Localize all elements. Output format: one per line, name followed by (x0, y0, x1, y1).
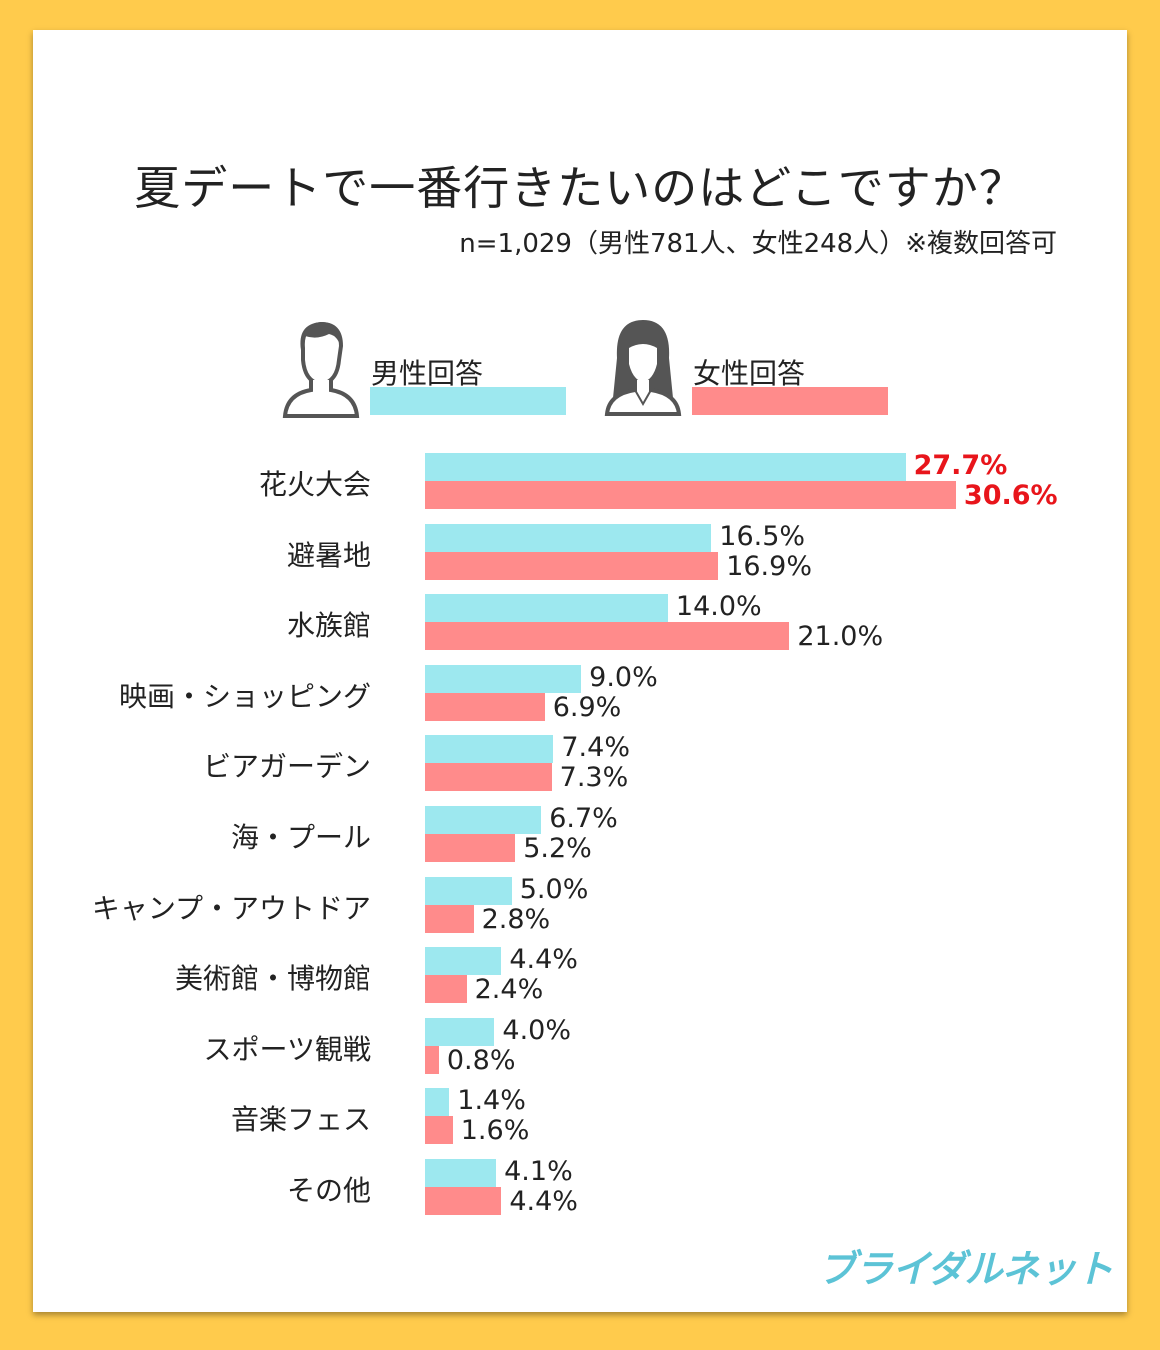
male-value-label: 4.4% (509, 944, 578, 976)
female-bar (425, 551, 719, 580)
male-bar (425, 876, 512, 905)
legend-male-label: 男性回答 (371, 357, 484, 390)
female-value-label: 16.9% (726, 550, 812, 582)
female-bar (425, 622, 790, 651)
male-value-label: 4.1% (504, 1156, 573, 1187)
chart-card: 夏デートで一番行きたいのはどこですか？ n=1,029（男性781人、女性248… (33, 30, 1127, 1312)
male-value-label: 6.7% (549, 803, 618, 834)
woman-avatar-icon (604, 320, 682, 416)
male-value-label: 5.0% (519, 873, 589, 905)
category-label: 避暑地 (286, 538, 371, 572)
male-bar (425, 594, 668, 623)
male-value-label: 14.0% (675, 591, 762, 623)
category-label: 映画・ショッピング (118, 679, 371, 713)
category-label: 海・プール (230, 821, 371, 854)
male-value-label: 16.5% (719, 520, 806, 552)
male-bar (425, 735, 554, 764)
category-label: 美術館・博物館 (174, 962, 371, 996)
male-value-label: 9.0% (589, 661, 658, 693)
female-value-label: 21.0% (797, 621, 884, 653)
female-value-label: 5.2% (523, 833, 592, 864)
male-bar (425, 1017, 495, 1046)
female-bar (425, 481, 956, 509)
male-bar (425, 453, 906, 481)
category-label: ビアガーデン (202, 750, 371, 784)
female-bar (425, 975, 467, 1004)
female-value-label: 4.4% (509, 1186, 578, 1217)
category-label: 花火大会 (258, 468, 371, 501)
male-value-label: 27.7% (913, 450, 1008, 481)
male-bar (425, 1088, 450, 1117)
legend-female-label: 女性回答 (693, 357, 806, 390)
female-value-label: 6.9% (552, 691, 622, 723)
male-bar (425, 523, 712, 552)
male-bar (425, 664, 582, 693)
male-bar (425, 1159, 497, 1187)
female-value-label: 0.8% (446, 1044, 516, 1076)
male-bar (425, 947, 502, 976)
female-value-label: 7.3% (559, 762, 629, 794)
female-value-label: 30.6% (963, 480, 1058, 511)
male-value-label: 7.4% (561, 732, 630, 764)
female-value-label: 2.8% (481, 903, 551, 935)
male-value-label: 4.0% (502, 1014, 571, 1046)
category-label: スポーツ観戦 (203, 1032, 371, 1066)
chart-title: 夏デートで一番行きたいのはどこですか？ (134, 161, 1026, 215)
category-label: 音楽フェス (230, 1103, 371, 1137)
man-avatar-icon (282, 321, 360, 418)
female-bar (425, 1116, 453, 1145)
legend-female-swatch (692, 387, 888, 415)
category-label: その他 (286, 1174, 371, 1207)
bridalnet-logo: ブライダルネット (818, 1247, 1113, 1291)
male-value-label: 1.4% (457, 1085, 526, 1117)
female-bar (425, 1045, 439, 1074)
female-bar (425, 692, 545, 721)
male-bar (425, 806, 542, 834)
category-label: キャンプ・アウトドア (91, 891, 371, 925)
female-bar (425, 1187, 502, 1215)
category-label: 水族館 (286, 609, 371, 643)
female-value-label: 2.4% (474, 974, 544, 1006)
female-value-label: 1.6% (460, 1115, 530, 1147)
female-bar (425, 904, 474, 933)
legend-male-swatch (370, 387, 566, 415)
female-bar (425, 763, 552, 792)
chart-subtitle: n=1,029（男性781人、女性248人）※複数回答可 (459, 229, 1057, 259)
female-bar (425, 834, 516, 862)
